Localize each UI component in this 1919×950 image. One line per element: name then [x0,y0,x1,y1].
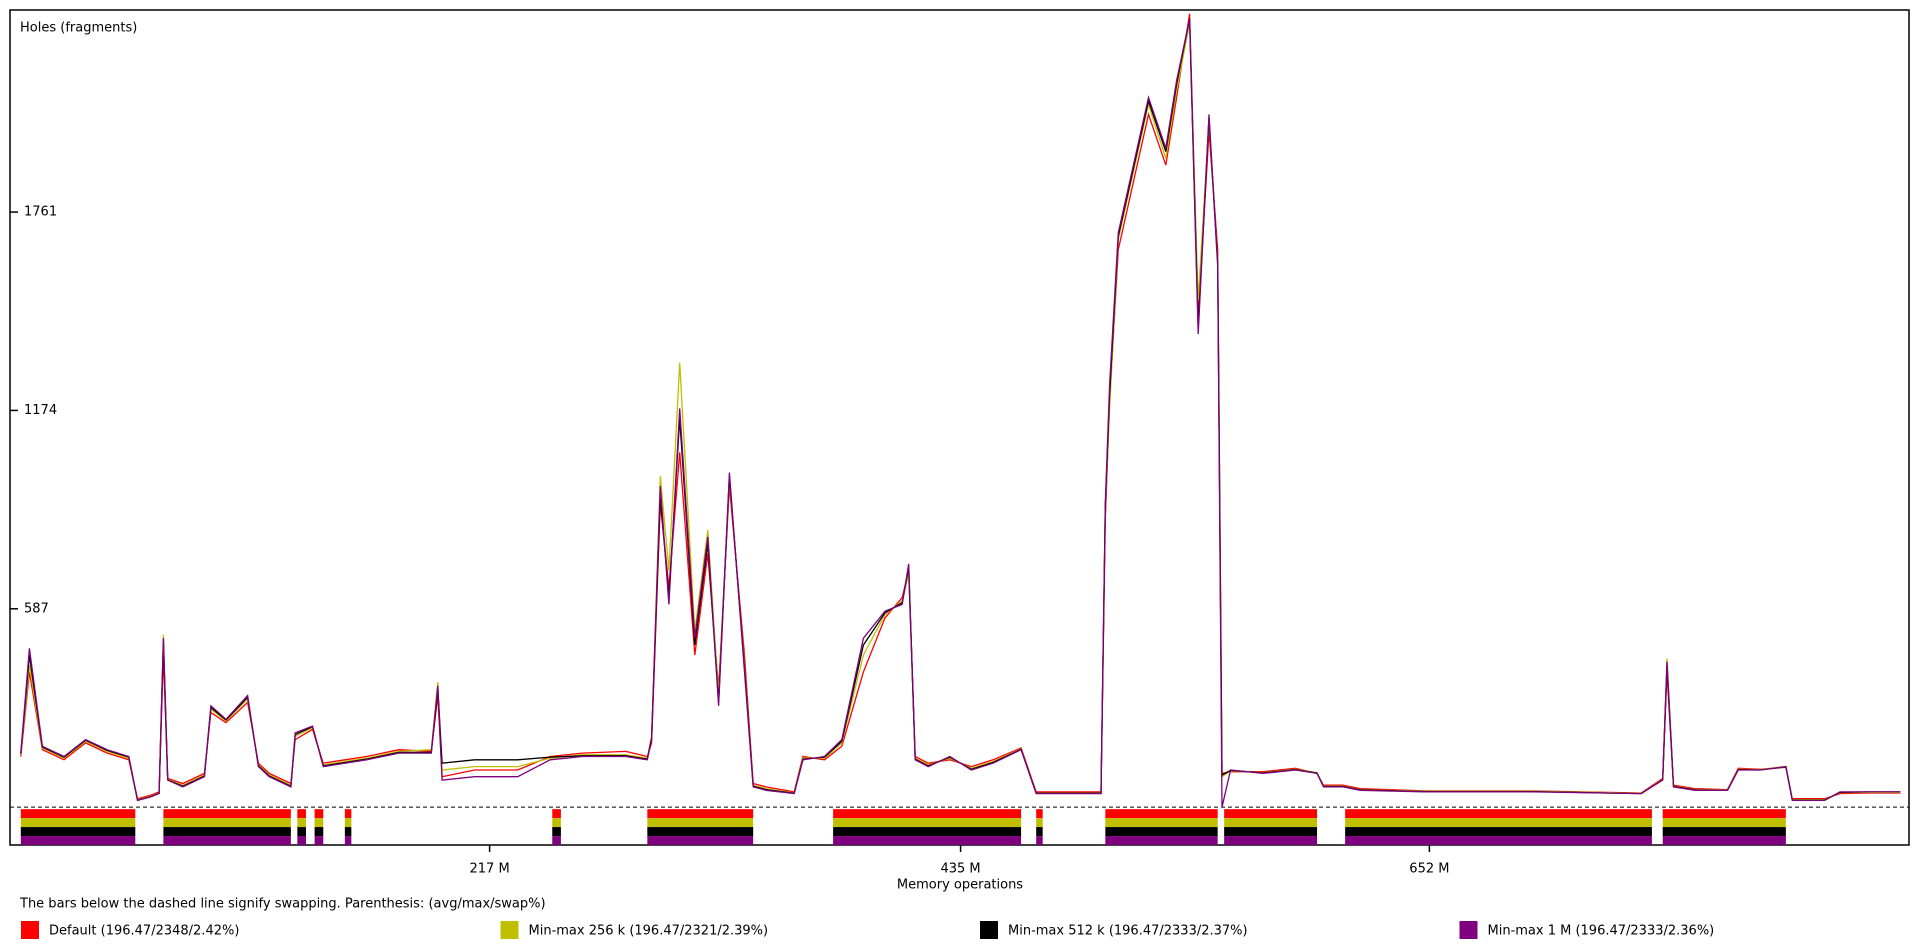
swap-bar [297,827,306,837]
swap-bar [163,818,291,828]
swap-bar [1036,836,1043,845]
y-axis-title: Holes (fragments) [20,21,137,36]
swap-bar [1345,818,1652,828]
swap-bar [314,818,324,828]
swap-bar [1105,818,1218,828]
legend-swatch [1459,921,1478,939]
series-line [20,22,1901,801]
swap-bar [647,818,754,828]
swap-bar [344,836,352,845]
swap-bar [833,809,1022,819]
swap-bar [552,836,561,845]
swap-bar [1345,836,1652,845]
series-line [20,18,1901,808]
swap-bar [163,809,291,819]
note: The bars below the dashed line signify s… [19,897,546,912]
legend-label: Min-max 256 k (196.47/2321/2.39%) [529,924,769,939]
swap-bar [314,809,324,819]
swap-bar [552,809,561,819]
swap-bar [552,827,561,837]
plot-frame [9,9,1910,846]
swap-bar [833,818,1022,828]
swap-bar [20,818,136,828]
swap-bar [1105,836,1218,845]
swap-bar [163,836,291,845]
x-tick-label: 217 M [470,862,510,877]
swap-bar [1224,836,1318,845]
swap-bar [1224,827,1318,837]
swap-bar [20,809,136,819]
swap-bar [1224,809,1318,819]
swap-bar [297,836,306,845]
legend-swatch [500,921,519,939]
swap-bar [344,827,352,837]
swap-bar [1345,827,1652,837]
swap-bar [647,809,754,819]
swap-bar [1036,827,1043,837]
swap-bar [297,809,306,819]
swap-bar [647,836,754,845]
swap-bar [1662,809,1786,819]
swap-bar [314,827,324,837]
swap-bar [833,827,1022,837]
swap-bar [1036,818,1043,828]
y-tick-label: 1174 [24,403,57,418]
y-tick-label: 587 [24,601,49,616]
legend-label: Min-max 1 M (196.47/2333/2.36%) [1488,924,1715,939]
swap-bar [314,836,324,845]
swap-bar [1662,818,1786,828]
swap-bar [1345,809,1652,819]
swap-bar [1105,827,1218,837]
swap-bar [344,818,352,828]
x-axis-title: Memory operations [897,878,1023,893]
swap-bar [647,827,754,837]
swap-bar [1105,809,1218,819]
legend-label: Default (196.47/2348/2.42%) [49,924,239,939]
swap-bar [1036,809,1043,819]
swap-bar [163,827,291,837]
swap-bar [1662,836,1786,845]
legend-swatch [980,921,998,939]
x-tick-label: 652 M [1409,862,1449,877]
series-line [20,13,1901,800]
swap-bar [1224,818,1318,828]
x-tick-label: 435 M [940,862,980,877]
swap-bar [20,836,136,845]
series-line [20,18,1901,801]
swap-bar [297,818,306,828]
swap-bar [833,836,1022,845]
swap-bar [20,827,136,837]
swap-bar [552,818,561,828]
swap-bar [344,809,352,819]
legend-swatch [21,921,39,939]
y-tick-label: 1761 [24,205,57,220]
legend-label: Min-max 512 k (196.47/2333/2.37%) [1008,924,1248,939]
swap-bar [1662,827,1786,837]
